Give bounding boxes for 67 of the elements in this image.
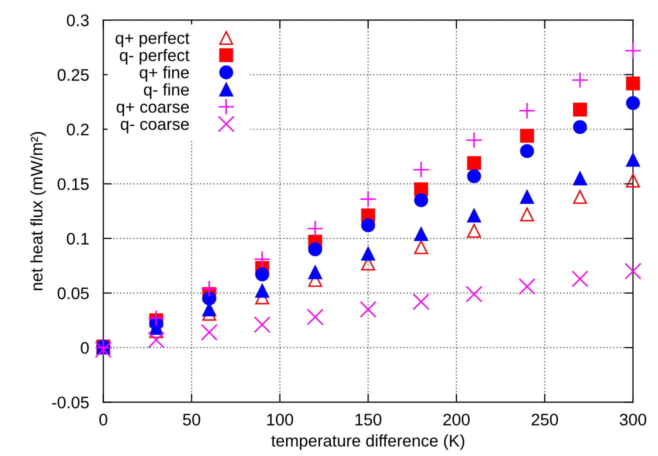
point xyxy=(255,268,270,282)
point xyxy=(308,242,322,256)
point xyxy=(467,156,482,170)
x-tick-label: 300 xyxy=(620,414,646,426)
point xyxy=(572,72,588,88)
point xyxy=(466,286,482,302)
point xyxy=(414,227,428,241)
y-tick-label: 0.05 xyxy=(58,287,89,300)
point xyxy=(520,190,534,204)
x-tick-label: 100 xyxy=(267,414,294,426)
y-tick-label: -0.05 xyxy=(52,396,89,408)
y-tick-label: 0 xyxy=(80,342,89,354)
point xyxy=(361,246,376,261)
point xyxy=(520,144,534,158)
point xyxy=(148,310,165,326)
legend-label: q+ coarse xyxy=(116,103,189,116)
x-axis-title: temperature difference (K) xyxy=(271,434,464,450)
point xyxy=(520,128,534,143)
point xyxy=(202,292,216,306)
legend-label: q- perfect xyxy=(120,48,190,64)
point xyxy=(626,174,640,188)
point xyxy=(573,171,587,186)
point xyxy=(360,190,376,208)
point xyxy=(624,42,642,59)
x-tick-label: 50 xyxy=(182,414,200,426)
point xyxy=(518,278,536,295)
point xyxy=(520,207,534,222)
point xyxy=(467,169,482,184)
point xyxy=(626,96,640,110)
legend-label: q- fine xyxy=(144,83,189,99)
y-tick-label: 0.3 xyxy=(66,14,89,26)
y-axis-title: net heat flux (mW/m²) xyxy=(30,132,46,290)
point xyxy=(573,120,587,134)
point xyxy=(626,152,640,167)
point xyxy=(360,301,376,318)
point xyxy=(573,190,587,204)
point xyxy=(467,224,482,238)
x-tick-label: 250 xyxy=(532,414,558,426)
point xyxy=(412,293,430,310)
point xyxy=(306,308,324,326)
y-tick-label: 0.2 xyxy=(66,124,89,136)
point xyxy=(414,240,428,254)
point xyxy=(200,324,218,341)
legend-label: q+ fine xyxy=(140,66,189,82)
point xyxy=(361,218,376,232)
y-tick-label: 0.1 xyxy=(66,232,89,245)
x-tick-label: 0 xyxy=(99,414,108,426)
point xyxy=(414,193,428,208)
point xyxy=(573,102,587,117)
x-tick-label: 150 xyxy=(356,414,382,426)
y-tick-label: 0.15 xyxy=(58,178,89,190)
legend-label: q- coarse xyxy=(120,120,189,134)
point xyxy=(254,316,271,334)
point xyxy=(308,265,322,280)
point xyxy=(572,270,588,288)
point xyxy=(466,132,482,148)
x-tick-label: 200 xyxy=(443,414,470,426)
point xyxy=(626,76,640,90)
point xyxy=(467,208,482,222)
point xyxy=(624,262,642,280)
point xyxy=(412,161,430,178)
point xyxy=(148,332,165,348)
point xyxy=(306,220,324,237)
point xyxy=(255,284,270,298)
legend-label: q+ perfect xyxy=(116,32,190,48)
point xyxy=(518,102,536,120)
y-tick-label: 0.25 xyxy=(58,69,89,81)
